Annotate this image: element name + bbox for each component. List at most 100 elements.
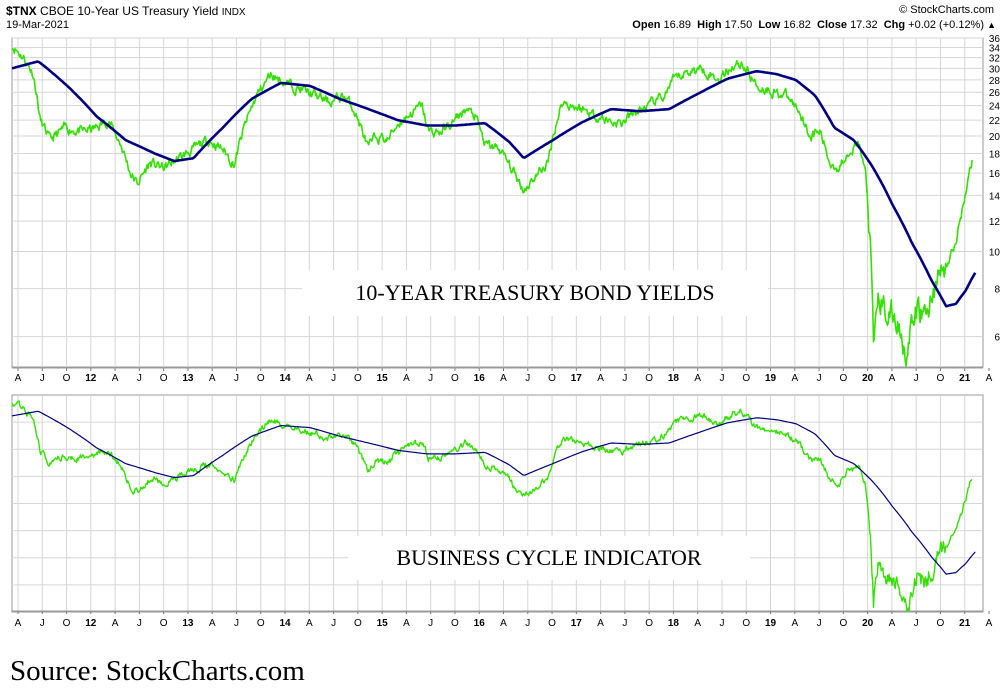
cycle-x-tick-label: A: [986, 618, 993, 629]
yield-x-tick-label: J: [719, 373, 724, 384]
yield-x-tick-label: J: [817, 373, 822, 384]
exchange-label: INDX: [221, 7, 246, 18]
yield-y-tick-label: 24: [989, 102, 1001, 113]
cycle-x-tick-label: A: [791, 618, 798, 629]
cycle-price-line: [11, 400, 973, 612]
cycle-x-tick-label: A: [694, 618, 701, 629]
yield-y-tick-label: 32: [989, 54, 1001, 65]
cycle-x-tick-label: A: [112, 618, 119, 629]
cycle-x-tick-label: 20: [862, 618, 874, 629]
high-label: High: [697, 19, 722, 31]
yield-x-tick-label: J: [428, 373, 433, 384]
chg-label: Chg: [883, 19, 906, 31]
yield-x-tick-label: 16: [474, 373, 486, 384]
cycle-x-tick-label: 15: [377, 618, 389, 629]
chart-symbol-line: $TNX CBOE 10-Year US Treasury Yield INDX: [6, 4, 246, 18]
yield-x-tick-label: O: [354, 373, 362, 384]
yield-x-tick-label: A: [791, 373, 798, 384]
yield-y-tick-label: 14: [989, 191, 1001, 202]
yield-x-tick-label: O: [645, 373, 653, 384]
cycle-x-tick-label: O: [257, 618, 265, 629]
close-value: 17.32: [850, 19, 878, 31]
top-panel-title: 10-YEAR TREASURY BOND YIELDS: [302, 270, 768, 316]
bottom-panel-title: BUSINESS CYCLE INDICATOR: [348, 536, 750, 580]
yield-y-tick-label: 28: [989, 76, 1001, 87]
cycle-x-tick-label: O: [354, 618, 362, 629]
yield-x-tick-label: A: [889, 373, 896, 384]
yield-x-tick-label: A: [500, 373, 507, 384]
yield-x-tick-label: O: [937, 373, 945, 384]
yield-x-tick-label: J: [914, 373, 919, 384]
yield-x-tick-label: O: [257, 373, 265, 384]
cycle-x-tick-label: J: [719, 618, 724, 629]
cycle-x-tick-label: J: [331, 618, 336, 629]
cycle-x-tick-label: O: [742, 618, 750, 629]
cycle-x-tick-label: A: [15, 618, 22, 629]
cycle-x-tick-label: 18: [668, 618, 680, 629]
cycle-x-tick-label: O: [937, 618, 945, 629]
cycle-x-tick-label: J: [428, 618, 433, 629]
cycle-x-tick-label: A: [209, 618, 216, 629]
yield-y-tick-label: 8: [994, 285, 1000, 296]
cycle-x-tick-label: A: [889, 618, 896, 629]
stockcharts-credit: © StockCharts.com: [899, 4, 994, 16]
yield-x-tick-label: O: [160, 373, 168, 384]
yield-x-tick-label: A: [15, 373, 22, 384]
yield-y-tick-label: 20: [989, 132, 1001, 143]
chart-date: 19-Mar-2021: [6, 19, 69, 31]
yield-x-tick-label: O: [839, 373, 847, 384]
yield-y-tick-label: 16: [989, 169, 1001, 180]
source-caption: Source: StockCharts.com: [10, 655, 305, 687]
cycle-x-tick-label: 13: [182, 618, 194, 629]
cycle-x-tick-label: O: [160, 618, 168, 629]
cycle-x-tick-label: J: [914, 618, 919, 629]
cycle-x-tick-label: 19: [765, 618, 777, 629]
yield-x-tick-label: 20: [862, 373, 874, 384]
ticker-symbol: $TNX: [6, 4, 37, 18]
yield-x-tick-label: J: [622, 373, 627, 384]
ohlc-readout: Open 16.89 High 17.50 Low 16.82 Close 17…: [632, 19, 996, 31]
yield-x-tick-label: J: [234, 373, 239, 384]
up-arrow-icon: ▲: [987, 20, 996, 30]
yield-x-tick-label: O: [548, 373, 556, 384]
yield-y-tick-label: 34: [989, 44, 1001, 55]
open-label: Open: [632, 19, 661, 31]
yield-x-tick-label: 17: [571, 373, 583, 384]
yield-x-tick-label: 21: [959, 373, 971, 384]
yield-y-tick-label: 6: [994, 333, 1000, 344]
yield-x-tick-label: 12: [85, 373, 97, 384]
cycle-x-tick-label: J: [40, 618, 45, 629]
low-label: Low: [758, 19, 781, 31]
ticker-description: CBOE 10-Year US Treasury Yield: [40, 4, 219, 18]
cycle-x-tick-label: 16: [474, 618, 486, 629]
yield-y-tick-label: 36: [989, 34, 1001, 45]
low-value: 16.82: [783, 19, 811, 31]
yield-y-tick-label: 10: [989, 247, 1001, 258]
yield-x-tick-label: 18: [668, 373, 680, 384]
cycle-x-tick-label: O: [839, 618, 847, 629]
yield-y-tick-label: 26: [989, 88, 1001, 99]
yield-x-tick-label: 19: [765, 373, 777, 384]
yield-x-tick-label: A: [986, 373, 993, 384]
yield-x-tick-label: A: [306, 373, 313, 384]
yield-x-tick-label: O: [451, 373, 459, 384]
cycle-x-tick-label: A: [403, 618, 410, 629]
high-value: 17.50: [724, 19, 753, 31]
cycle-x-tick-label: 14: [279, 618, 291, 629]
cycle-x-tick-label: J: [817, 618, 822, 629]
yield-x-tick-label: 13: [182, 373, 194, 384]
cycle-x-tick-label: J: [234, 618, 239, 629]
cycle-x-tick-label: 12: [85, 618, 97, 629]
cycle-x-tick-label: O: [548, 618, 556, 629]
yield-x-tick-label: J: [331, 373, 336, 384]
yield-x-tick-label: J: [137, 373, 142, 384]
yield-x-tick-label: A: [403, 373, 410, 384]
yield-x-tick-label: A: [209, 373, 216, 384]
yield-x-tick-label: 15: [377, 373, 389, 384]
cycle-x-tick-label: A: [597, 618, 604, 629]
yield-x-tick-label: A: [597, 373, 604, 384]
yield-x-tick-label: J: [525, 373, 530, 384]
yield-x-tick-label: O: [742, 373, 750, 384]
cycle-x-tick-label: J: [525, 618, 530, 629]
cycle-x-tick-label: O: [645, 618, 653, 629]
